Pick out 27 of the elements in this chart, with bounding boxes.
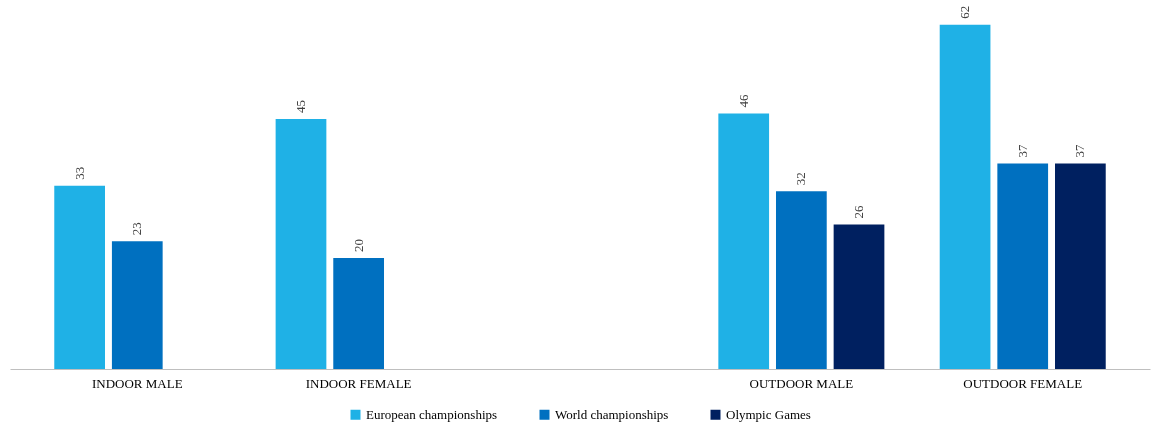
data-label: 46 <box>735 94 751 108</box>
x-tick-label: OUTDOOR FEMALE <box>963 375 1083 391</box>
data-label: 62 <box>957 5 973 19</box>
bar <box>718 113 770 369</box>
x-tick-label: INDOOR MALE <box>91 375 183 391</box>
legend-label: European championships <box>366 406 498 422</box>
data-label: 33 <box>71 166 87 180</box>
data-label: 37 <box>1072 144 1088 158</box>
legend-label: Olympic Games <box>726 406 811 422</box>
bar <box>54 185 105 369</box>
legend-label: World championships <box>555 406 669 422</box>
data-label: 45 <box>293 100 308 114</box>
bar <box>275 119 327 369</box>
bar <box>333 257 384 369</box>
bar <box>997 163 1049 369</box>
bar <box>776 191 827 369</box>
data-label: 26 <box>851 205 866 219</box>
bar <box>833 224 885 369</box>
x-tick-label: OUTDOOR MALE <box>749 375 854 391</box>
x-tick-label: INDOOR FEMALE <box>305 375 412 391</box>
bar <box>111 241 163 369</box>
bar <box>939 24 991 369</box>
data-label: 23 <box>129 222 145 236</box>
data-label: 32 <box>793 172 809 186</box>
bar <box>1055 163 1106 369</box>
data-label: 37 <box>1014 144 1030 158</box>
data-label: 20 <box>350 238 366 252</box>
